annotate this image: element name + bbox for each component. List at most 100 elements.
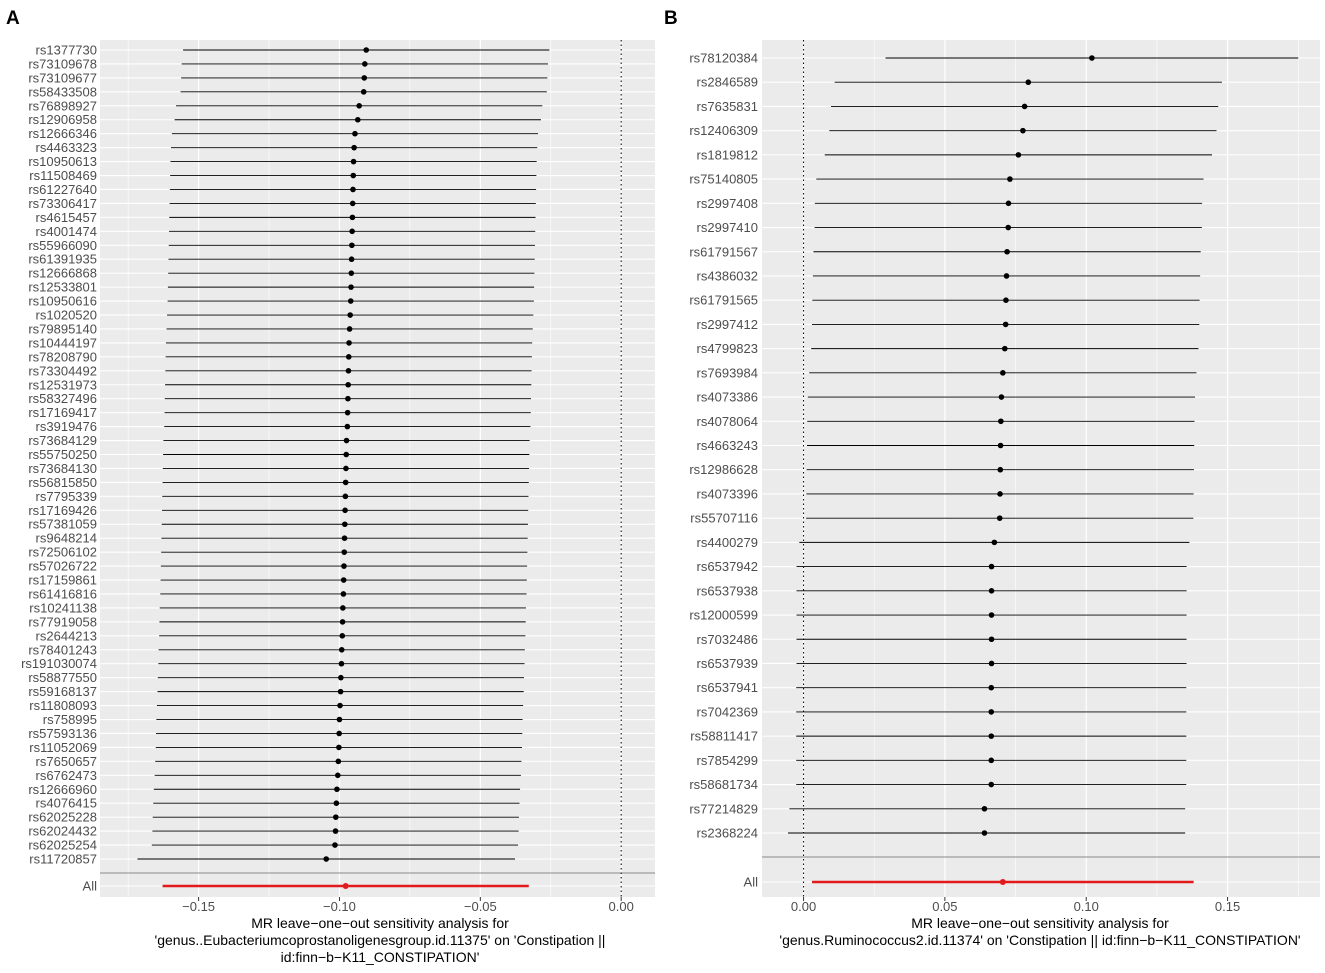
snp-label: rs56815850 [28, 475, 97, 490]
estimate-point [344, 409, 351, 416]
x-tick-label: −0.15 [182, 899, 215, 914]
plot-background [762, 40, 1320, 897]
snp-label: rs62025228 [28, 810, 97, 825]
estimate-point [360, 89, 367, 95]
estimate-point [342, 493, 349, 500]
snp-label: rs11720857 [29, 852, 97, 867]
snp-label: rs758995 [43, 712, 97, 727]
estimate-point [333, 800, 340, 807]
estimate-point [354, 116, 361, 123]
estimate-point [336, 716, 343, 723]
estimate-point [336, 744, 342, 751]
x-axis-label: id:finn−b−K11_CONSTIPATION' [281, 949, 480, 965]
estimate-point [988, 588, 995, 594]
estimate-point [981, 805, 988, 812]
estimate-point [988, 733, 995, 739]
estimate-point [998, 418, 1004, 425]
snp-label: rs4073396 [697, 486, 758, 501]
snp-label: rs7032486 [697, 632, 758, 647]
estimate-point [346, 340, 352, 346]
snp-label: rs10444197 [28, 335, 97, 350]
snp-label: rs2368224 [697, 826, 758, 841]
snp-label: rs72506102 [28, 545, 97, 560]
estimate-point [349, 200, 356, 207]
snp-label: rs76898927 [28, 98, 97, 113]
snp-label: rs55707116 [690, 511, 758, 526]
estimate-point [335, 758, 342, 765]
estimate-point [1002, 345, 1008, 352]
snp-label: rs55750250 [28, 447, 97, 462]
snp-label: rs61791567 [689, 244, 758, 259]
estimate-point [339, 633, 346, 639]
estimate-point [347, 298, 354, 304]
snp-label: rs1819812 [697, 147, 758, 162]
estimate-point [343, 437, 350, 444]
estimate-point [333, 814, 339, 820]
estimate-point [334, 786, 340, 793]
snp-label: rs17159861 [28, 573, 97, 588]
estimate-point [988, 636, 995, 643]
snp-label: rs4463323 [36, 140, 97, 155]
estimate-point [1005, 224, 1012, 231]
snp-label: rs191030074 [21, 656, 97, 671]
estimate-point [997, 466, 1004, 473]
panel-letter: B [664, 8, 678, 29]
snp-label: rs73109678 [28, 56, 97, 71]
estimate-point [344, 423, 351, 430]
snp-label: rs7854299 [697, 753, 758, 768]
snp-label: rs9648214 [36, 531, 97, 546]
snp-label: rs11808093 [29, 698, 97, 713]
x-tick-label: 0.05 [932, 899, 957, 914]
snp-label: rs77919058 [28, 614, 97, 629]
snp-label: rs7650657 [36, 754, 97, 769]
snp-label: rs59168137 [28, 684, 97, 699]
snp-label: rs12666868 [28, 266, 97, 281]
estimate-point [345, 368, 352, 374]
estimate-point [1002, 321, 1009, 328]
snp-label: rs11052069 [29, 740, 97, 755]
estimate-point [347, 312, 353, 318]
estimate-point [988, 757, 995, 764]
snp-label: rs7635831 [697, 99, 758, 114]
snp-label: rs12000599 [689, 608, 758, 623]
estimate-point [338, 660, 345, 667]
estimate-point [1020, 127, 1026, 134]
estimate-point [1003, 297, 1009, 303]
snp-label: rs57381059 [28, 517, 97, 532]
estimate-point [350, 186, 356, 193]
x-tick-label: 0.10 [1074, 899, 1099, 914]
estimate-point [337, 688, 344, 695]
snp-label: rs3919476 [36, 419, 97, 434]
snp-label: rs4001474 [36, 224, 97, 239]
snp-label: rs10241138 [29, 600, 97, 615]
overall-point [999, 879, 1006, 885]
snp-label: rs12906958 [28, 112, 97, 127]
snp-label: rs61791565 [689, 293, 758, 308]
estimate-point [343, 451, 350, 458]
estimate-point [988, 709, 995, 715]
snp-label: rs2846589 [697, 75, 758, 90]
snp-label: rs7693984 [697, 365, 758, 380]
snp-label: rs73684129 [28, 433, 97, 448]
snp-label: rs1377730 [36, 43, 97, 58]
snp-label: rs73304492 [28, 363, 97, 378]
snp-label: rs73684130 [28, 461, 97, 476]
snp-label: rs62024432 [28, 824, 97, 839]
estimate-point [348, 284, 354, 290]
estimate-point [346, 326, 353, 332]
panel-letter: A [6, 8, 20, 29]
estimate-point [361, 75, 368, 81]
snp-label: rs17169426 [28, 503, 97, 518]
estimate-point [342, 479, 349, 486]
estimate-point [351, 144, 357, 151]
estimate-point [1025, 79, 1032, 86]
estimate-point [988, 612, 995, 618]
estimate-point [1007, 176, 1013, 182]
estimate-point [997, 442, 1004, 449]
snp-label: rs4799823 [697, 341, 758, 356]
snp-label: rs2997408 [697, 196, 758, 211]
snp-label: rs12533801 [28, 280, 97, 295]
snp-label: rs10950616 [28, 294, 97, 309]
